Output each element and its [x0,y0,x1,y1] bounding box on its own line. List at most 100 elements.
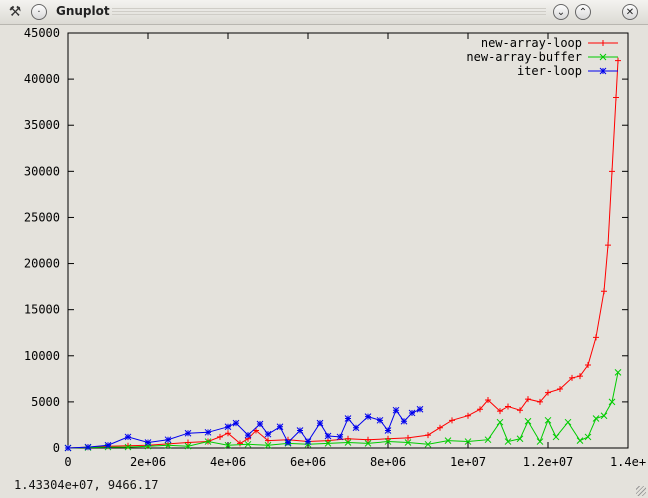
data-point [613,94,619,101]
chevron-up-icon[interactable]: ⌃ [575,4,591,20]
data-point [544,416,552,424]
data-point [536,438,544,445]
data-point [517,407,523,414]
data-point [465,412,471,419]
data-point [405,434,411,441]
data-point [600,40,606,46]
series-line [67,60,619,449]
data-point [537,398,543,405]
data-point [424,440,432,448]
data-point [253,427,259,434]
data-point [384,427,392,434]
y-tick-label: 20000 [24,257,60,271]
line-chart: 0 5000 10000 15000 20000 25000 30000 35000 40000… [24,26,646,469]
plot-area[interactable]: 0 5000 10000 15000 20000 25000 30000 35000 40000… [0,25,648,473]
data-point [204,428,212,436]
data-point [352,424,360,432]
x-tick-label: 1.2e+07 [523,455,574,469]
data-point [576,437,584,444]
data-point [204,438,212,445]
y-tick-label: 35000 [24,118,60,132]
data-point [224,423,232,431]
data-point [124,443,132,451]
data-point [600,412,608,420]
y-tick-label: 10000 [24,349,60,363]
circle-menu-icon[interactable]: · [31,4,47,20]
data-point [244,431,252,439]
data-point [552,433,560,441]
data-point [464,438,472,445]
y-tick-label: 45000 [24,26,60,40]
data-point [416,405,424,413]
x-tick-label: 6e+06 [290,455,326,469]
data-point [237,440,243,447]
x-tick-label: 2e+06 [130,455,166,469]
x-tick-label: 0 [64,455,71,469]
data-point [365,436,371,443]
data-point [344,439,352,446]
data-point [545,389,551,396]
data-point [484,436,492,444]
data-point [504,438,512,445]
data-point [324,440,332,447]
data-point [584,433,592,441]
data-point [264,430,272,438]
data-point [599,67,607,75]
y-tick-label: 5000 [31,395,60,409]
x-tick-label: 4e+06 [210,455,246,469]
data-point [264,441,272,449]
chevron-down-icon[interactable]: ⌄ [553,4,569,20]
data-point [225,430,231,437]
data-point [184,429,192,437]
data-point [444,437,452,444]
y-tick-label: 30000 [24,164,60,178]
data-point [244,440,252,448]
data-point [384,438,392,445]
window-titlebar: ⚒ · Gnuplot ⌄ ⌃ ✕ [0,0,648,25]
data-point [592,415,600,422]
tools-icon[interactable]: ⚒ [8,4,22,20]
data-point [485,397,491,404]
data-point [400,417,408,425]
data-point [392,406,400,414]
data-point [324,432,332,440]
data-point [185,439,191,446]
window-title: Gnuplot [56,4,110,18]
cursor-coordinates: 1.43304e+07, 9466.17 [14,478,159,492]
data-point [164,441,172,449]
data-point [525,396,531,403]
legend-label: new-array-buffer [466,50,582,64]
y-tick-label: 25000 [24,210,60,224]
x-tick-label: 1.4e+ [610,455,646,469]
data-point [577,373,583,380]
data-point [408,409,416,417]
data-point [336,433,344,441]
data-point [124,433,132,441]
data-point [425,432,431,439]
data-point [516,435,524,443]
x-tick-label: 8e+06 [370,455,406,469]
x-tick-label: 1e+07 [450,455,486,469]
data-point [497,408,503,415]
data-point [344,415,352,422]
data-point [345,435,351,442]
data-point [569,374,575,381]
data-point [601,288,607,295]
data-point [564,418,572,426]
close-icon[interactable]: ✕ [622,4,638,20]
legend-label: iter-loop [517,64,582,78]
data-point [224,441,232,449]
data-point [585,362,591,368]
y-tick-label: 40000 [24,72,60,86]
data-point [184,442,192,450]
titlebar-grip [112,8,546,16]
data-point [164,436,172,444]
legend-label: new-array-loop [481,36,582,50]
data-point [364,440,372,447]
data-point [304,438,312,445]
data-point [599,53,607,61]
data-point [385,435,391,442]
resize-grip-icon[interactable] [636,486,646,496]
data-point [296,427,304,434]
data-point [437,424,443,431]
